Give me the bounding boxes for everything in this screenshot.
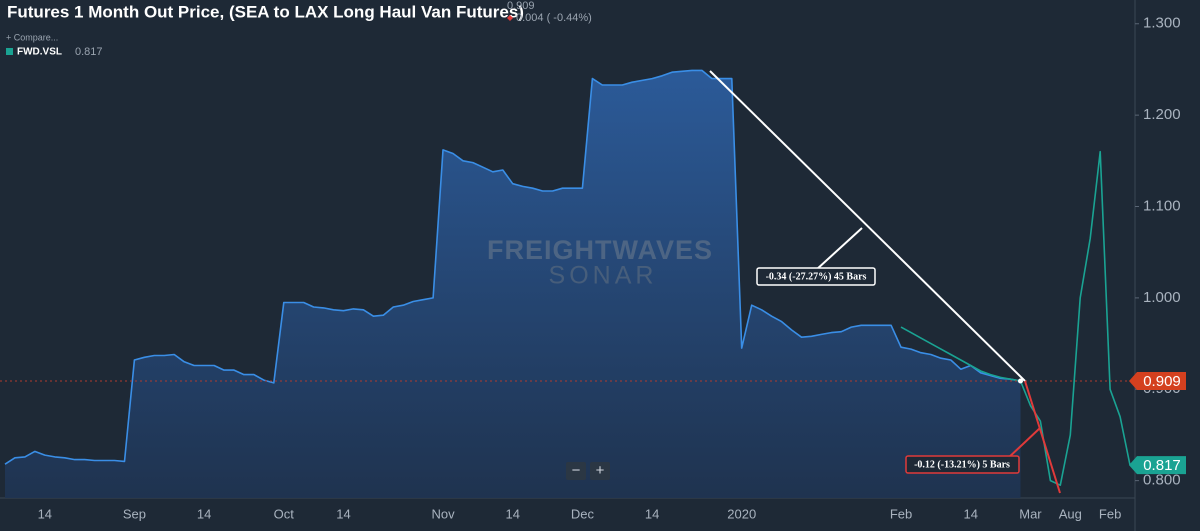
y-tick-label: 1.000 [1143,289,1181,306]
y-tick-label: 1.100 [1143,197,1181,214]
line [900,150,1131,486]
annotation: -0.12 (-13.21%) 5 Bars [914,459,1010,470]
price-tag-label: 0.817 [1143,457,1181,474]
x-tick-label: 14 [506,506,520,521]
line [4,69,1021,465]
header-value: 0.909 [507,0,535,12]
change-icon [507,15,513,21]
y-tick-label: 1.200 [1143,106,1181,123]
watermark: SONAR [549,262,658,290]
chart-title: Futures 1 Month Out Price, (SEA to LAX L… [7,2,524,21]
compare-button[interactable]: + Compare... [6,32,58,42]
trend-callout [1005,427,1041,461]
annotation: -0.34 (-27.27%) 45 Bars [766,271,867,282]
x-tick-label: 14 [963,506,977,521]
zoom-out-button[interactable] [566,462,586,480]
trend-callout [815,227,863,271]
x-tick-label: 14 [38,506,52,521]
x-tick-label: Sep [123,506,146,521]
last-point [1018,378,1024,384]
annotation-box [756,267,876,286]
trend-line [709,70,1026,382]
legend-value: 0.817 [75,46,103,58]
y-tick-label: 1.300 [1143,15,1181,32]
zoom-in-button[interactable] [590,462,610,480]
x-tick-label: Oct [274,506,295,521]
x-tick-label: Nov [431,506,455,521]
price-tag-label: 0.909 [1143,373,1181,390]
x-tick-label: Feb [1099,506,1121,521]
price-tag [1129,456,1186,475]
watermark: FREIGHTWAVES [487,235,713,265]
x-tick-label: Mar [1019,506,1042,521]
x-tick-label: Aug [1059,506,1082,521]
x-tick-label: Dec [571,506,595,521]
legend-label: FWD.VSL [17,47,62,58]
area [5,70,1021,499]
y-tick-label: 0.800 [1143,472,1181,489]
x-tick-label: 14 [336,506,350,521]
x-tick-label: 14 [197,506,211,521]
x-tick-label: 14 [645,506,659,521]
x-tick-label: Feb [890,506,912,521]
zoom-out-label[interactable]: − [572,462,581,479]
zoom-in-label[interactable]: + [596,462,605,479]
price-tag [1129,372,1186,391]
trend-line [1024,380,1061,494]
legend-swatch [6,48,13,55]
annotation-box [905,455,1020,474]
header-change: 0.004 ( -0.44%) [516,12,592,24]
x-tick-label: 2020 [727,506,756,521]
